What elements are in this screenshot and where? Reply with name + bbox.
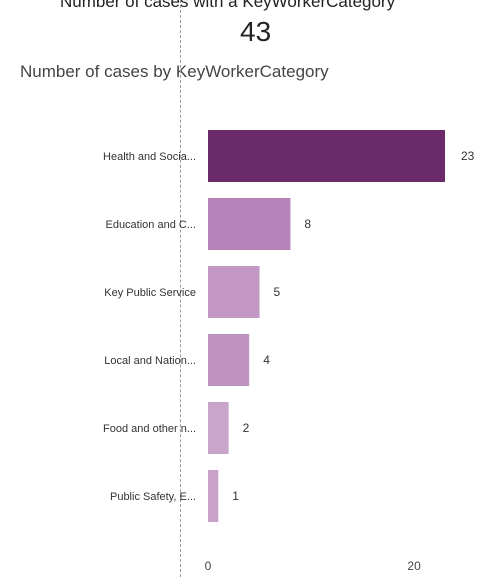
value-label: 8 — [304, 217, 311, 231]
x-tick-label: 0 — [205, 559, 212, 573]
category-label: Education and C... — [105, 219, 196, 231]
bar[interactable] — [208, 334, 250, 386]
chart-title: Number of cases by KeyWorkerCategory — [20, 62, 329, 81]
category-label: Food and other n... — [103, 423, 196, 435]
bar[interactable] — [208, 402, 229, 454]
bar[interactable] — [208, 470, 219, 522]
value-label: 5 — [274, 285, 281, 299]
category-label: Public Safety, E... — [110, 491, 196, 503]
value-label: 4 — [263, 353, 270, 367]
value-label: 23 — [461, 149, 475, 163]
category-label: Health and Socia... — [103, 151, 196, 163]
kpi-value: 43 — [240, 16, 272, 47]
category-label: Key Public Service — [104, 287, 196, 299]
value-label: 2 — [243, 421, 250, 435]
category-label: Local and Nation... — [104, 355, 196, 367]
x-tick-label: 20 — [407, 559, 421, 573]
top-title: Number of cases with a KeyWorkerCategory — [60, 0, 396, 11]
value-label: 1 — [232, 489, 239, 503]
section-divider — [180, 0, 181, 577]
bar[interactable] — [208, 198, 291, 250]
bar[interactable] — [208, 130, 445, 182]
bar[interactable] — [208, 266, 260, 318]
